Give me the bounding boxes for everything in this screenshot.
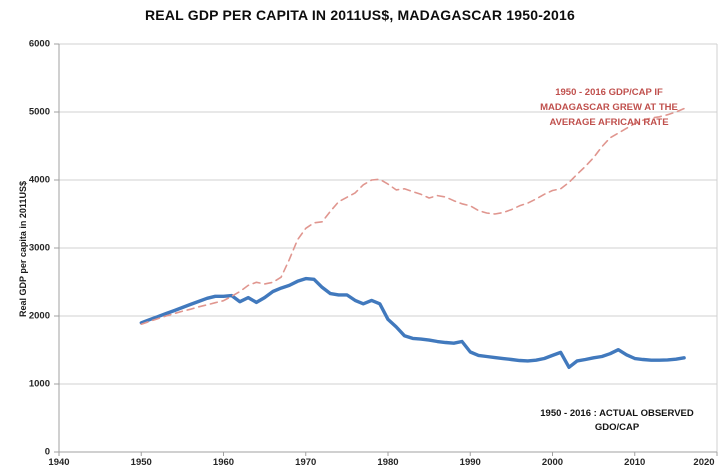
chart-title: REAL GDP PER CAPITA IN 2011US$, MADAGASC… <box>144 7 576 23</box>
annotation-counterfactual-line2: MADAGASCAR GREW AT THE <box>540 102 678 113</box>
annotation-actual-line2: GDO/CAP <box>594 422 640 433</box>
y-axis-tick-labels: 0 1000 2000 3000 4000 5000 6000 <box>0 0 50 475</box>
annotation-counterfactual-line1: 1950 - 2016 GDP/CAP IF <box>555 87 663 98</box>
y-tick-label: 2000 <box>28 310 50 322</box>
x-tick-label: 1980 <box>377 457 399 468</box>
y-tick-label: 1000 <box>28 378 50 390</box>
y-tick-label: 6000 <box>28 38 50 50</box>
x-tick-label: 1950 <box>130 457 152 468</box>
annotation-counterfactual-line3: AVERAGE AFRICAN RATE <box>549 117 669 128</box>
x-axis-tick-labels: 1940 1950 1960 1970 1980 1990 2000 2010 2020 <box>0 457 720 471</box>
x-tick-label: 2000 <box>541 457 564 468</box>
y-tick-label: 5000 <box>28 106 50 118</box>
y-tick-label: 3000 <box>28 242 50 254</box>
x-tick-label: 1970 <box>295 457 317 468</box>
x-tick-label: 2010 <box>624 457 646 468</box>
series-actual <box>139 276 686 369</box>
y-tick-label: 4000 <box>28 174 50 186</box>
x-tick-label: 1940 <box>48 457 70 468</box>
annotation-actual: 1950 - 2016 : ACTUAL OBSERVED GDO/CAP <box>514 407 720 435</box>
annotation-actual-line1: 1950 - 2016 : ACTUAL OBSERVED <box>540 408 694 419</box>
y-tick-label: 0 <box>44 446 50 458</box>
x-tick-label: 1960 <box>212 457 235 468</box>
series-counterfactual <box>140 107 685 326</box>
x-tick-label: 1990 <box>459 457 481 468</box>
x-tick-label: 2020 <box>693 457 715 468</box>
annotation-counterfactual: 1950 - 2016 GDP/CAP IF MADAGASCAR GREW A… <box>510 85 708 130</box>
